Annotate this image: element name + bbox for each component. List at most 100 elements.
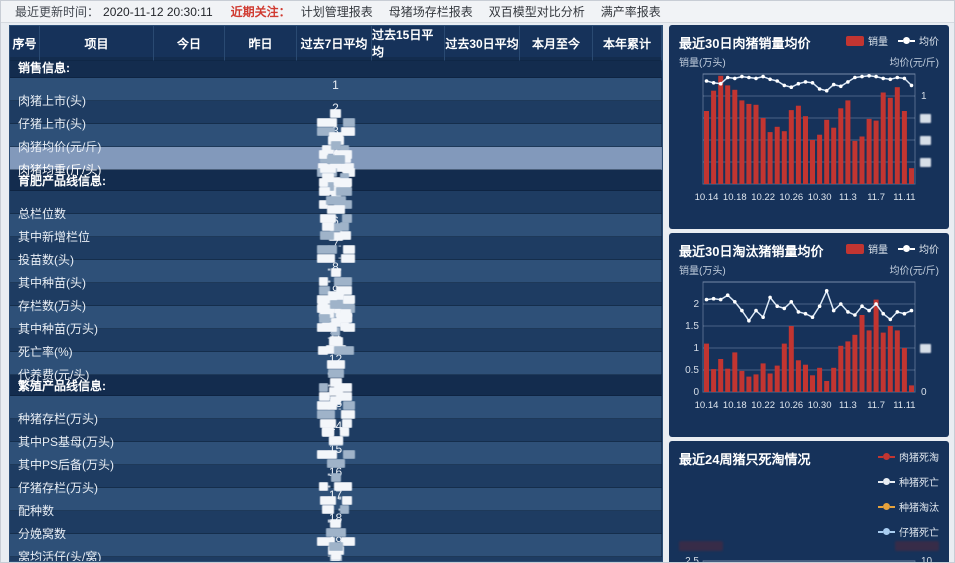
row-label: 其中种苗(万头) (10, 320, 662, 337)
data-row[interactable]: 17配种数 (10, 488, 662, 561)
line-point (817, 304, 822, 308)
row-index: 1 (10, 78, 662, 92)
line-point (881, 311, 885, 316)
redacted-value (328, 232, 343, 241)
x-axis-label: 11.7 (867, 192, 885, 203)
legend-label: 销量 (868, 245, 888, 256)
legend-line (890, 505, 895, 508)
link-capacity-report[interactable]: 满产率报表 (600, 5, 661, 19)
redacted-value (330, 473, 341, 482)
line-point (902, 311, 907, 316)
chart-legend: 肉猪死淘种猪死亡种猪淘汰仔猪死亡 (810, 449, 939, 539)
link-sow-farm-report[interactable]: 母猪场存栏报表 (388, 5, 473, 19)
legend-line-swatch (878, 503, 895, 510)
bar (810, 375, 815, 392)
redacted-value (316, 537, 335, 546)
link-model-compare[interactable]: 双百模型对比分析 (488, 5, 585, 19)
line-point (718, 297, 723, 302)
row-label: 其中PS基母(万头) (10, 433, 662, 450)
line-point (718, 81, 723, 86)
legend-item[interactable]: 销量 (846, 241, 888, 256)
y-tick-label-left: 0 (693, 387, 699, 398)
table-header-cell: 序号 (10, 26, 40, 61)
legend-line (890, 530, 895, 533)
line-point (824, 88, 829, 93)
bar (838, 108, 844, 184)
redacted-value (340, 127, 355, 136)
redacted-value (326, 360, 345, 369)
legend-item[interactable]: 种猪淘汰 (878, 499, 939, 514)
line-point (747, 75, 751, 80)
y-tick-redacted (920, 158, 931, 167)
row-label: 投苗数(头) (10, 251, 662, 268)
legend-bar-swatch (846, 243, 864, 254)
legend-item[interactable]: 种猪死亡 (878, 474, 939, 489)
redacted-value (341, 496, 352, 505)
line-point (754, 308, 758, 313)
redacted-value (341, 164, 352, 173)
bar (845, 341, 851, 392)
redacted-value (316, 410, 335, 419)
bar (866, 330, 872, 392)
row-label: 其中种苗(头) (10, 274, 662, 291)
data-row[interactable]: 1肉猪上市(头) (10, 78, 662, 172)
x-axis-label: 10.26 (779, 192, 803, 203)
row-label: 肉猪上市(头) (10, 92, 662, 109)
x-axis-label: 11.7 (867, 400, 885, 411)
y-tick-redacted (920, 114, 931, 123)
redacted-value (319, 314, 330, 323)
chart-svg: 0 0.5 1 1.5 2 0 10.14 10.18 10.22 10.26 10.30 11.3 1… (685, 281, 931, 411)
redacted-value (342, 245, 355, 254)
chart-column: 最近30日肉猪销量均价 销量 均价 销量(万头) 均价(元/斤) 1 10.14 10.18 1… (669, 25, 949, 562)
legend-line-swatch (878, 478, 895, 485)
redacted-value (340, 254, 355, 263)
redacted-value (341, 419, 352, 428)
redacted-value (330, 109, 341, 118)
redacted-value (322, 222, 334, 231)
bar (704, 111, 709, 184)
line-point (810, 315, 815, 319)
legend-item[interactable]: 肉猪死淘 (878, 449, 939, 464)
chart-title: 最近30日肉猪销量均价 (679, 36, 811, 51)
line-point (768, 295, 772, 300)
bar (704, 343, 709, 392)
bar (739, 100, 745, 184)
bar (838, 345, 844, 392)
legend-item[interactable]: 销量 (846, 33, 888, 48)
legend-line (898, 247, 903, 250)
bar (866, 118, 872, 184)
x-axis-label: 10.14 (695, 400, 719, 411)
update-time-value: 2020-11-12 20:30:11 (103, 4, 213, 19)
redacted-value (319, 383, 328, 392)
x-axis-label: 10.14 (695, 192, 719, 203)
legend-label: 肉猪死淘 (899, 453, 939, 464)
row-index: 7 (10, 237, 662, 251)
legend-item[interactable]: 仔猪死亡 (878, 524, 939, 539)
redacted-value (319, 150, 328, 159)
link-plan-report[interactable]: 计划管理报表 (300, 5, 373, 19)
redacted-value (327, 186, 344, 195)
line-point (881, 76, 885, 81)
row-label: 肉猪均价(元/斤) (10, 138, 662, 155)
redacted-value (330, 268, 341, 277)
bar (753, 374, 759, 392)
redacted-value (319, 496, 336, 505)
redacted-value (342, 450, 355, 459)
legend-label: 种猪死亡 (899, 478, 939, 489)
redacted-value (329, 223, 342, 232)
y-axis-label-left: 销量(万头) (679, 58, 726, 69)
bar (795, 105, 801, 184)
chart-svg: 1.522.56810 (685, 556, 933, 562)
legend-item[interactable]: 均价 (898, 241, 939, 256)
chart-header: 最近30日肉猪销量均价 销量 均价 (669, 25, 949, 52)
redacted-value (316, 254, 335, 263)
table-header-cell: 过去15日平均 (372, 26, 445, 61)
legend-bar-swatch (846, 35, 864, 46)
redacted-value (330, 318, 341, 327)
line-point (761, 74, 765, 79)
legend-item[interactable]: 均价 (898, 33, 939, 48)
redacted-value (326, 205, 345, 214)
y-tick-label-left: 2 (693, 299, 699, 310)
redacted-value (316, 127, 335, 136)
chart-title: 最近30日淘汰猪销量均价 (679, 244, 824, 259)
